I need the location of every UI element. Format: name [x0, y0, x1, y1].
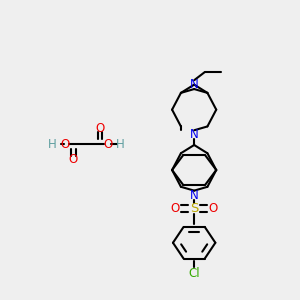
- Text: H: H: [48, 138, 57, 151]
- Text: O: O: [69, 153, 78, 166]
- Text: O: O: [95, 122, 105, 135]
- Text: O: O: [171, 202, 180, 215]
- Text: O: O: [208, 202, 217, 215]
- Text: O: O: [103, 138, 113, 151]
- Text: H: H: [116, 138, 124, 151]
- Text: N: N: [190, 128, 199, 141]
- Text: O: O: [61, 138, 70, 151]
- Text: N: N: [190, 78, 199, 91]
- Text: Cl: Cl: [188, 267, 200, 280]
- Text: S: S: [190, 202, 198, 215]
- Text: N: N: [190, 188, 199, 202]
